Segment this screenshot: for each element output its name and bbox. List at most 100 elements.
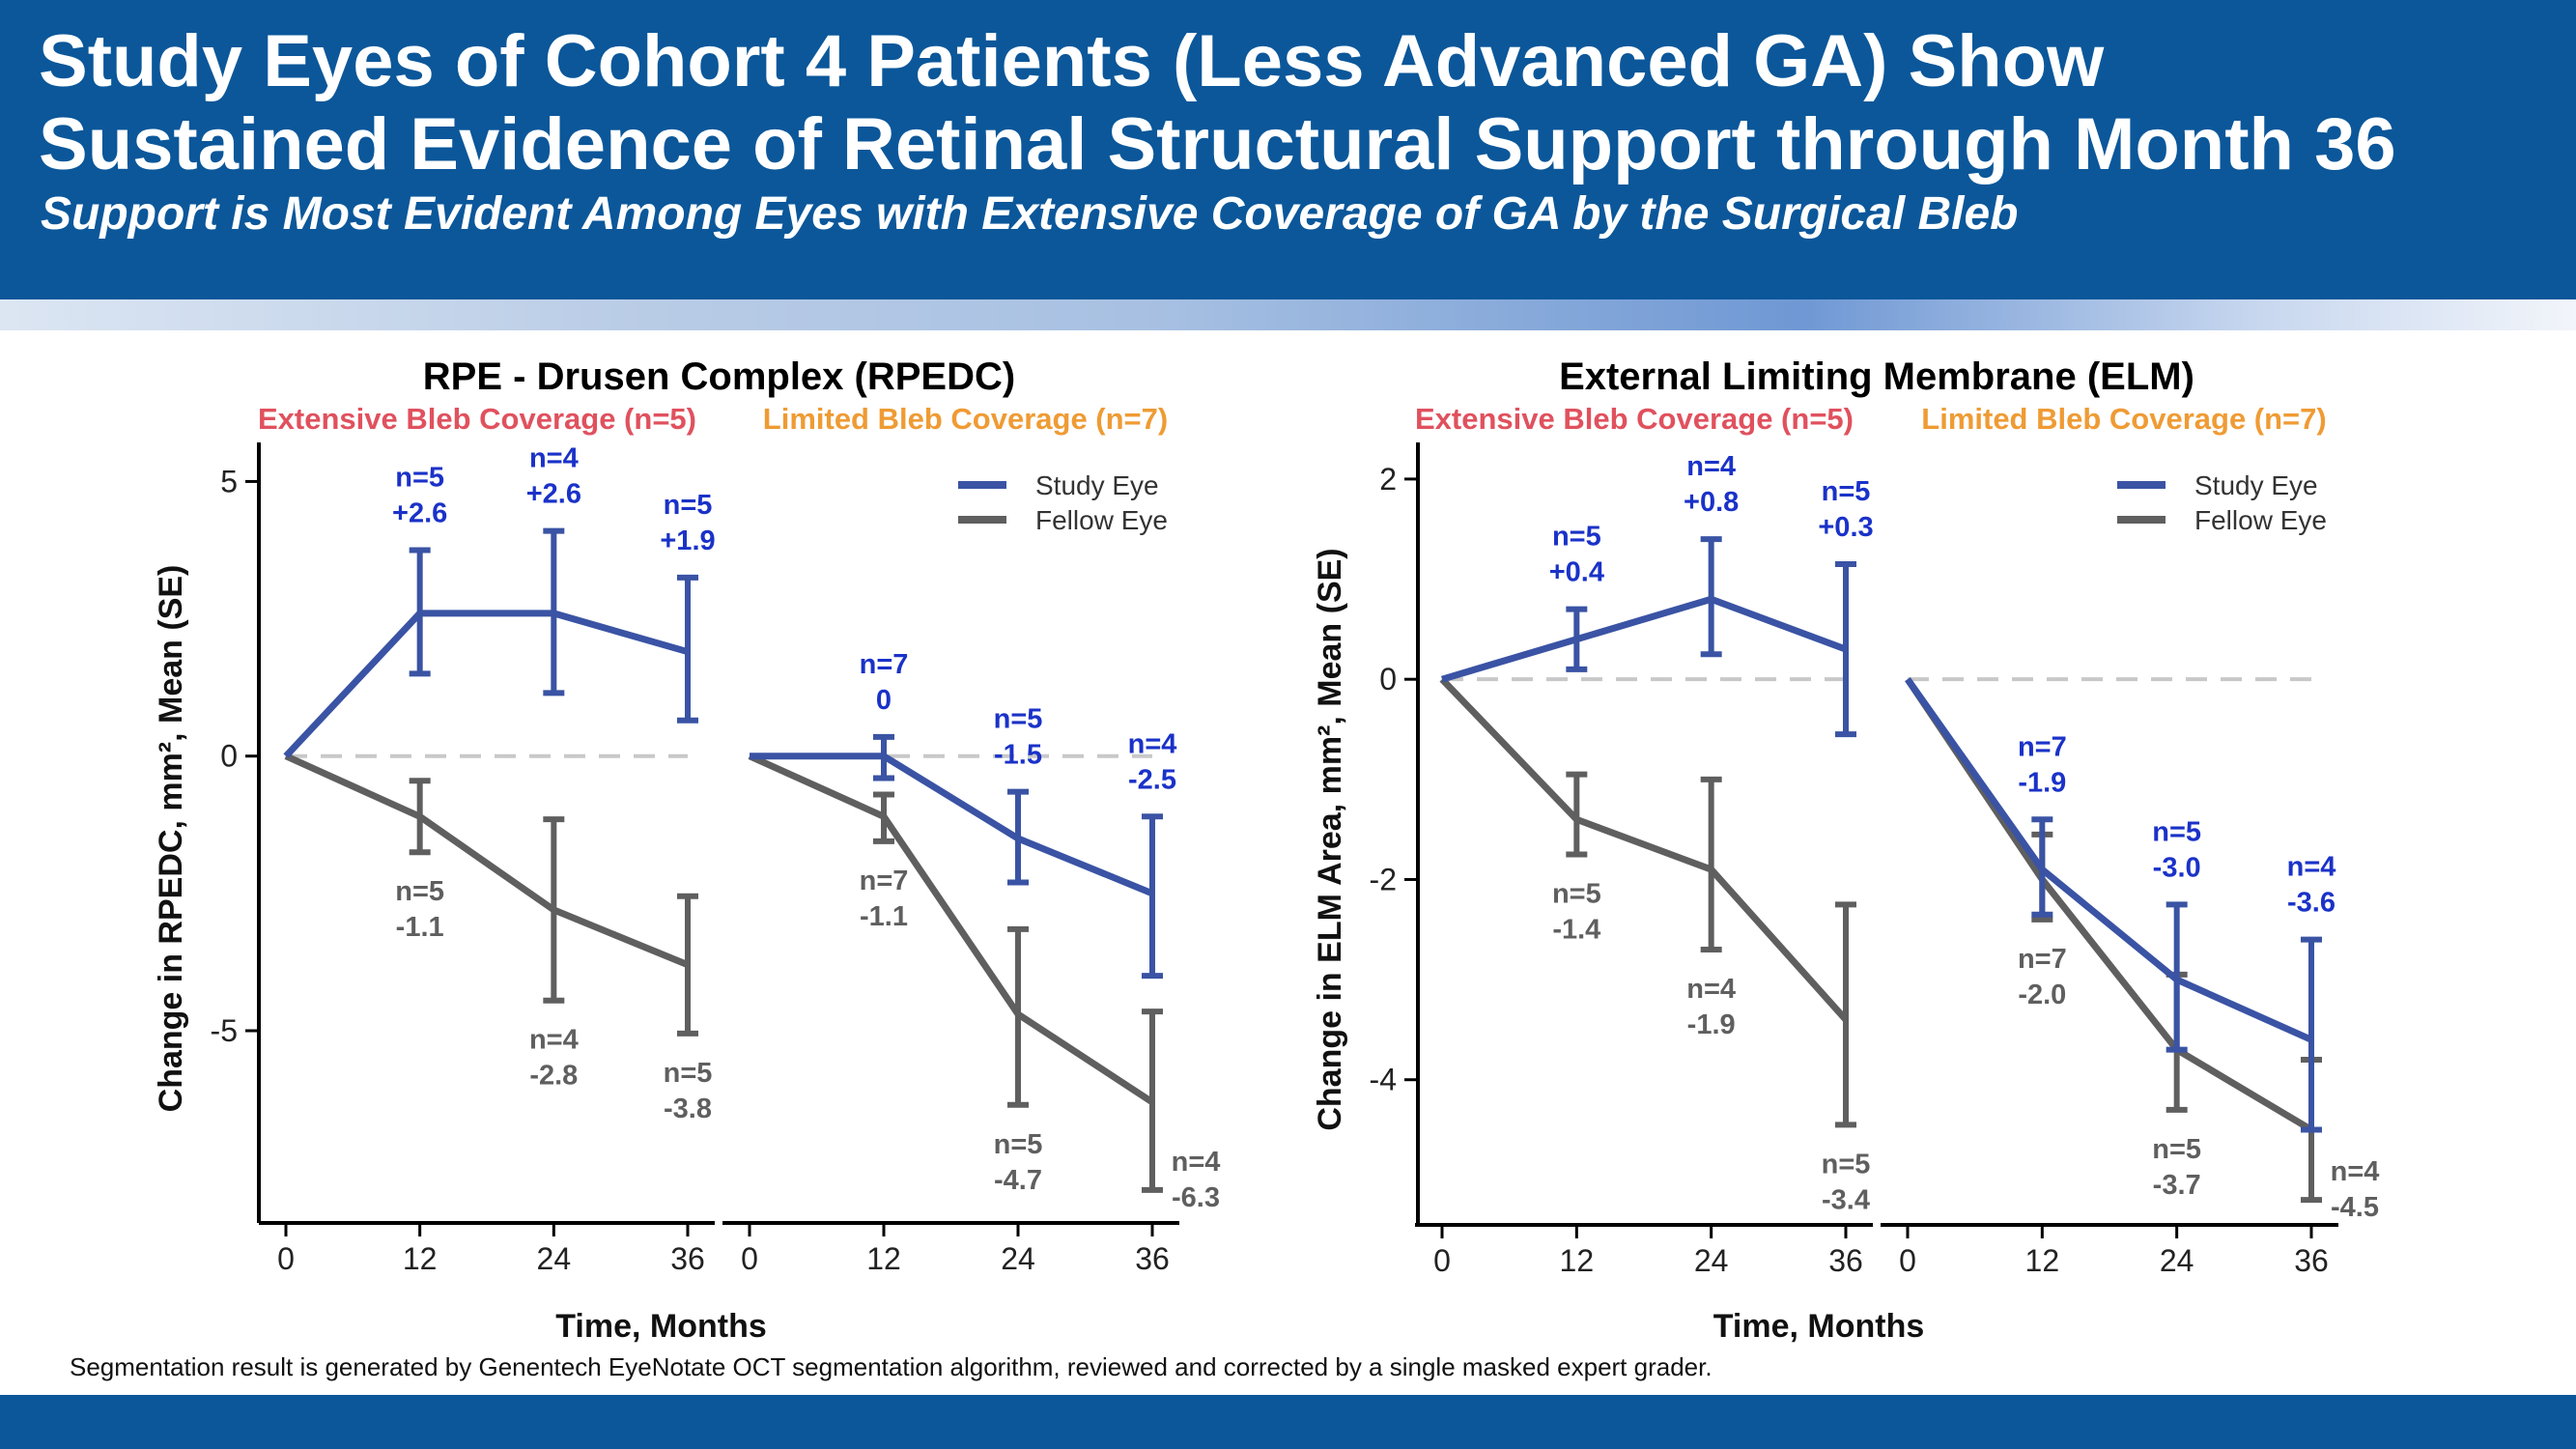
study-eye-data-label: n=5 xyxy=(1552,522,1601,553)
study-eye-line xyxy=(1441,595,1848,683)
chart-2-x-label: Time, Months xyxy=(1713,1308,1925,1345)
study-eye-line xyxy=(283,610,689,759)
fellow-eye-data-label: n=5 xyxy=(1822,1149,1871,1179)
fellow-eye-data-label: n=5 xyxy=(1552,879,1601,910)
fellow-eye-data-label: -4.5 xyxy=(2331,1192,2379,1223)
fellow-eye-data-label: -1.1 xyxy=(396,912,444,943)
fellow-eye-data-label: n=5 xyxy=(994,1129,1043,1160)
study-eye-data-label: n=5 xyxy=(2152,816,2201,847)
study-eye-data-label: +2.6 xyxy=(526,479,581,510)
page-title-line-2: Sustained Evidence of Retinal Structural… xyxy=(39,103,2396,185)
fellow-eye-data-label: -4.7 xyxy=(994,1165,1042,1196)
x-tick-label: 0 xyxy=(277,1241,295,1276)
study-eye-data-label: -3.0 xyxy=(2153,852,2201,883)
legend-label-fellow-eye: Fellow Eye xyxy=(1035,505,1168,535)
accent-band xyxy=(0,299,2576,330)
study-eye-data-label: n=4 xyxy=(1686,451,1736,482)
study-eye-data-label: n=5 xyxy=(395,463,444,494)
study-eye-data-label: -1.9 xyxy=(2018,767,2066,798)
fellow-eye-line xyxy=(748,753,1154,1105)
study-eye-data-label: +0.4 xyxy=(1549,557,1604,588)
study-eye-data-label: n=7 xyxy=(860,649,909,680)
footnote: Segmentation result is generated by Gene… xyxy=(70,1352,1713,1381)
fellow-eye-data-label: -2.8 xyxy=(529,1061,578,1092)
fellow-eye-data-label: -6.3 xyxy=(1172,1182,1220,1213)
study-eye-data-label: -3.6 xyxy=(2287,888,2335,919)
panel-label-extensive: Extensive Bleb Coverage (n=5) xyxy=(258,402,696,436)
study-eye-data-label: +0.8 xyxy=(1684,487,1739,518)
x-tick-label: 24 xyxy=(1694,1243,1729,1278)
chart-1-y-label: Change in RPEDC, mm², Mean (SE) xyxy=(153,565,189,1113)
y-tick-label: -4 xyxy=(1370,1063,1397,1097)
fellow-eye-data-label: n=7 xyxy=(2018,944,2067,975)
panel-label-limited: Limited Bleb Coverage (n=7) xyxy=(763,402,1168,436)
chart-2-y-label: Change in ELM Area, mm², Mean (SE) xyxy=(1312,548,1348,1130)
x-tick-label: 24 xyxy=(1001,1241,1035,1276)
page-title-line-1: Study Eyes of Cohort 4 Patients (Less Ad… xyxy=(39,20,2105,102)
x-tick-label: 36 xyxy=(670,1241,705,1276)
x-tick-label: 0 xyxy=(741,1241,758,1276)
study-eye-data-label: n=4 xyxy=(2287,852,2336,883)
chart-1-x-label: Time, Months xyxy=(555,1308,767,1345)
study-eye-data-label: n=5 xyxy=(994,704,1043,735)
x-tick-label: 36 xyxy=(2294,1243,2329,1278)
fellow-eye-data-label: n=5 xyxy=(664,1058,713,1089)
fellow-eye-data-label: -3.8 xyxy=(664,1094,712,1124)
study-eye-data-label: -1.5 xyxy=(994,740,1042,771)
x-tick-label: 24 xyxy=(2160,1243,2194,1278)
study-eye-data-label: -2.5 xyxy=(1128,764,1176,795)
fellow-eye-line xyxy=(284,753,690,969)
fellow-eye-data-label: n=5 xyxy=(395,876,444,907)
x-tick-label: 0 xyxy=(1899,1243,1916,1278)
fellow-eye-data-label: -2.0 xyxy=(2018,980,2066,1010)
study-eye-data-label: +2.6 xyxy=(392,498,447,529)
panel-label-limited: Limited Bleb Coverage (n=7) xyxy=(1921,402,2326,436)
study-eye-data-label: n=7 xyxy=(2018,731,2067,762)
y-tick-label: 5 xyxy=(220,464,238,498)
fellow-eye-data-label: n=5 xyxy=(2152,1134,2201,1165)
fellow-eye-data-label: n=4 xyxy=(1172,1147,1221,1178)
chart-2-title: External Limiting Membrane (ELM) xyxy=(1559,355,2194,398)
study-eye-data-label: 0 xyxy=(876,685,892,716)
y-tick-label: 0 xyxy=(1379,662,1397,696)
x-tick-label: 36 xyxy=(1135,1241,1170,1276)
x-tick-label: 24 xyxy=(537,1241,572,1276)
footer-band xyxy=(0,1395,2576,1449)
fellow-eye-data-label: -1.1 xyxy=(860,901,908,932)
study-eye-data-label: n=4 xyxy=(529,443,579,474)
chart-1-title: RPE - Drusen Complex (RPEDC) xyxy=(423,355,1015,398)
fellow-eye-data-label: n=4 xyxy=(2331,1156,2380,1187)
legend-label-fellow-eye: Fellow Eye xyxy=(2194,505,2327,535)
study-eye-data-label: +1.9 xyxy=(660,526,715,556)
y-tick-label: -5 xyxy=(211,1013,238,1048)
y-tick-label: 0 xyxy=(220,739,238,774)
fellow-eye-data-label: n=4 xyxy=(529,1025,579,1056)
study-eye-data-label: +0.3 xyxy=(1818,512,1873,543)
fellow-eye-data-label: n=7 xyxy=(860,866,909,896)
fellow-eye-data-label: n=4 xyxy=(1686,974,1736,1005)
fellow-eye-line xyxy=(1905,677,2313,1133)
fellow-eye-data-label: -3.4 xyxy=(1822,1184,1870,1215)
study-eye-data-label: n=5 xyxy=(1822,476,1871,507)
legend-label-study-eye: Study Eye xyxy=(1035,470,1159,500)
x-tick-label: 12 xyxy=(2025,1243,2060,1278)
x-tick-label: 12 xyxy=(1560,1243,1595,1278)
charts-area: RPE - Drusen Complex (RPEDC) 5 0 -5 Change i… xyxy=(153,355,2380,1345)
x-tick-label: 12 xyxy=(403,1241,438,1276)
fellow-eye-line xyxy=(1439,676,1849,1022)
study-eye-data-label: n=5 xyxy=(664,490,713,521)
page-subtitle: Support is Most Evident Among Eyes with … xyxy=(41,188,2019,240)
header-banner: Study Eyes of Cohort 4 Patients (Less Ad… xyxy=(0,0,2576,299)
x-tick-label: 36 xyxy=(1828,1243,1863,1278)
x-tick-label: 12 xyxy=(866,1241,901,1276)
y-tick-label: 2 xyxy=(1379,462,1397,497)
study-eye-line xyxy=(750,753,1154,897)
study-eye-line xyxy=(1905,677,2313,1043)
y-tick-label: -2 xyxy=(1370,862,1397,896)
study-eye-data-label: n=4 xyxy=(1128,728,1177,759)
legend-label-study-eye: Study Eye xyxy=(2194,470,2318,500)
x-tick-label: 0 xyxy=(1433,1243,1451,1278)
fellow-eye-data-label: -1.9 xyxy=(1687,1009,1736,1040)
fellow-eye-data-label: -1.4 xyxy=(1552,915,1600,946)
panel-label-extensive: Extensive Bleb Coverage (n=5) xyxy=(1415,402,1854,436)
